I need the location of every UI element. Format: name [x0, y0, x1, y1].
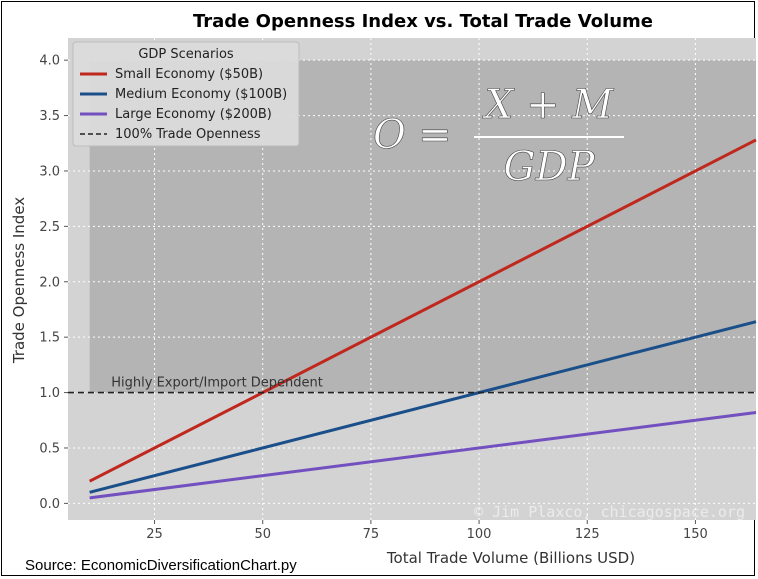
- y-tick-label: 2.0: [39, 275, 60, 290]
- formula-lhs: O: [373, 112, 406, 158]
- y-tick-label: 3.5: [39, 109, 60, 124]
- y-tick-label: 2.5: [39, 220, 60, 235]
- formula-denominator: GDP: [504, 144, 596, 190]
- legend: GDP Scenarios Small Economy ($50B) Mediu…: [72, 41, 300, 147]
- legend-label-medium: Medium Economy ($100B): [115, 87, 287, 102]
- x-tick-label: 25: [146, 527, 163, 542]
- series-lines: [88, 138, 757, 500]
- x-tick-label: 100: [467, 527, 492, 542]
- x-tick-label: 125: [575, 527, 600, 542]
- y-tick-label: 1.0: [39, 386, 60, 401]
- y-tick-label: 4.0: [39, 54, 60, 69]
- formula-numerator: X + M: [482, 82, 614, 128]
- legend-box: [72, 41, 300, 147]
- chart-title: Trade Openness Index vs. Total Trade Vol…: [193, 11, 653, 32]
- y-tick-label: 1.5: [39, 331, 60, 346]
- x-tick-label: 150: [683, 527, 708, 542]
- x-tick-label: 50: [254, 527, 271, 542]
- watermark: © Jim Plaxco, chicagospace.org: [474, 503, 745, 521]
- series-line-small: [88, 138, 757, 483]
- legend-label-reference: 100% Trade Openness: [115, 127, 261, 142]
- annotation-dependent: Highly Export/Import Dependent: [111, 375, 323, 390]
- legend-label-large: Large Economy ($200B): [115, 107, 272, 122]
- y-tick-label: 3.0: [39, 164, 60, 179]
- x-tick-label: 75: [363, 527, 380, 542]
- y-tick-label: 0.0: [39, 497, 60, 512]
- formula-equals: =: [418, 112, 452, 158]
- formula-trade-openness: O = X + M GDP: [373, 82, 624, 190]
- series-line-large: [89, 411, 757, 500]
- axis-ticks: 25 50 75 100 125 150 0.0 0.5 1.0 1.5 2.0 2.5 3.0 3.5 4…: [39, 54, 708, 542]
- y-tick-label: 0.5: [39, 441, 60, 456]
- x-axis-label: Total Trade Volume (Billions USD): [386, 549, 635, 567]
- series-line-medium: [89, 320, 757, 494]
- y-axis-label: Trade Openness Index: [10, 197, 28, 364]
- legend-title: GDP Scenarios: [138, 47, 234, 62]
- legend-label-small: Small Economy ($50B): [115, 67, 263, 82]
- source-note: Source: EconomicDiversificationChart.py: [25, 557, 297, 574]
